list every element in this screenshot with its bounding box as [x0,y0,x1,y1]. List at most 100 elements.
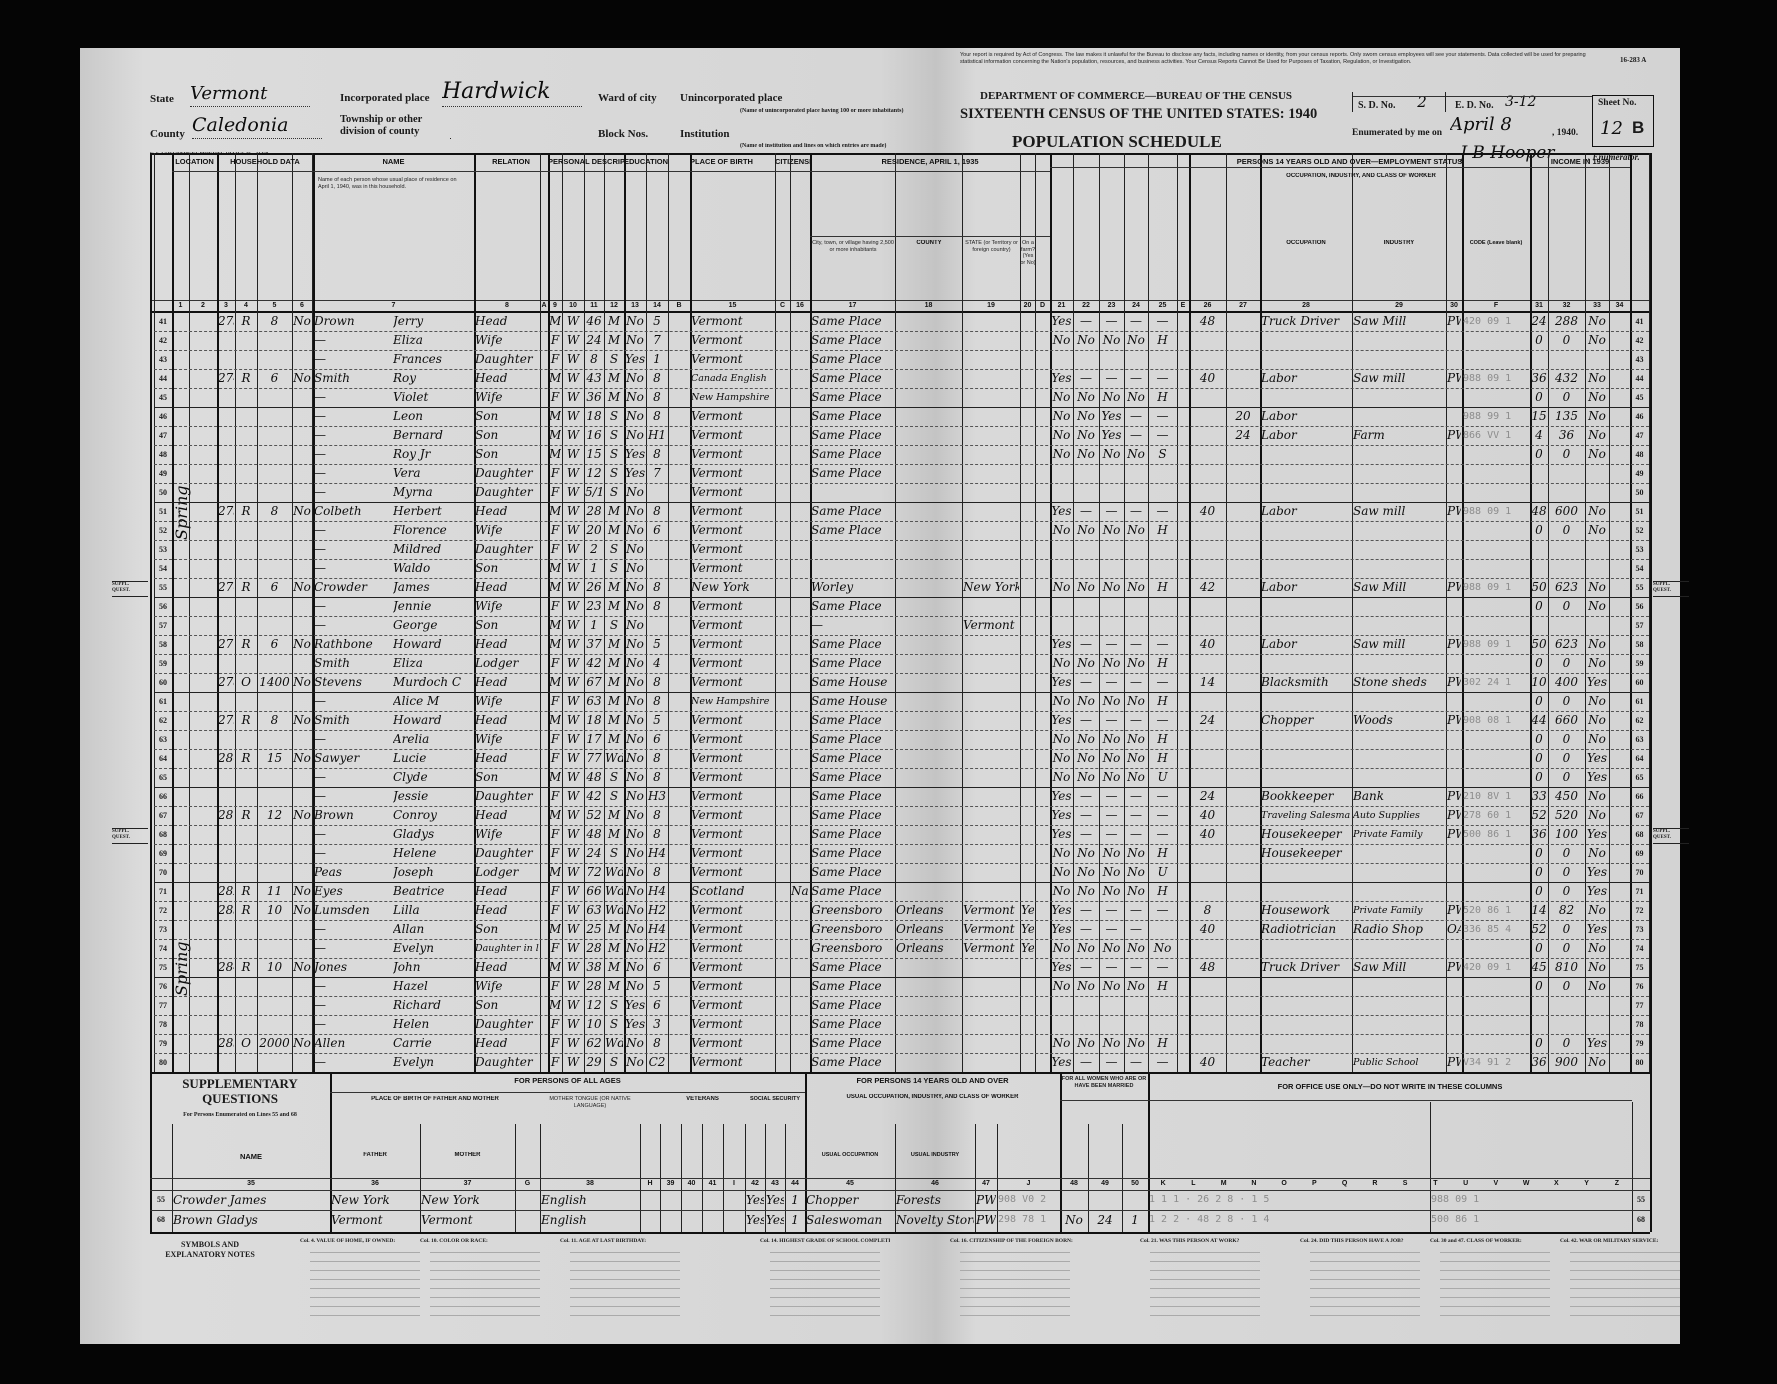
cell-class: PW [1447,1055,1461,1069]
row-divider [154,331,1649,333]
cell-race: W [566,884,580,898]
supplement-cell-ss2: Yes [766,1193,784,1207]
line-number: 73 [1635,925,1644,934]
cell-sex: M [549,865,561,879]
cell-seeking: No [1102,580,1121,594]
grid-line [1352,92,1353,112]
supplement-column-number: H [647,1180,653,1187]
cell-at-work: No [1052,732,1071,746]
cell-weeks: 0 [1535,865,1543,879]
cell-seeking: No [1102,390,1121,404]
supplement-cell-office-u: 988 09 1 [1431,1194,1480,1205]
cell-activity: H [1157,846,1168,860]
cell-income: 0 [1562,751,1571,765]
cell-res-place: Same Place [811,979,882,993]
cell-code: 988 09 1 [1463,582,1512,593]
cell-line: 78 [159,1020,167,1029]
note-heading: Col. 30 and 47. CLASS OF WORKER: [1430,1238,1522,1244]
cell-surname: Brown [314,808,354,822]
line-number: 75 [1635,963,1644,972]
line-number: 63 [1635,735,1644,744]
cell-school: No [626,732,644,746]
note-line [1570,1297,1680,1298]
line-number: 71 [1635,887,1644,896]
cell-industry: Bank [1353,789,1384,803]
cell-other-income: No [1588,314,1606,328]
cell-at-work: Yes [1051,314,1072,328]
cell-marital: S [609,770,619,784]
grid-line [150,1178,1650,1179]
cell-activity: H [1157,884,1168,898]
row-divider [154,445,1649,447]
row-divider [154,958,1649,960]
cell-res-place: Same Place [811,504,882,518]
cell-hours: 48 [1199,960,1216,974]
cell-age: 42 [586,789,602,803]
cell-emerg: — [1080,675,1092,689]
cell-emerg: — [1080,713,1092,727]
cell-relation: Head [475,884,508,898]
cell-income: 450 [1555,789,1578,803]
cell-marital: M [607,333,621,347]
cell-other-income: No [1588,846,1606,860]
grid-line [257,153,258,1072]
grid-line [1530,153,1532,1072]
cell-marital: S [609,485,619,499]
cell-has-job: — [1130,903,1142,917]
cell-relation: Son [475,561,499,575]
cell-emerg: No [1077,732,1095,746]
supplement-cell-code: 908 V0 2 [998,1194,1047,1205]
cell-sex: F [550,1036,560,1050]
cell-sex: F [550,1017,560,1031]
cell-surname: — [314,941,326,955]
cell-occupation: Labor [1261,371,1297,385]
note-line [310,1261,420,1262]
cell-class: PW [1447,637,1461,651]
supplement-column-number: P [1312,1180,1317,1187]
township-label: Township or other division of county [340,114,423,137]
cell-other-income: No [1588,428,1606,442]
cell-race: W [566,960,580,974]
note-line [430,1252,540,1253]
cell-activity: — [1156,409,1169,423]
cell-occupation: Labor [1261,580,1297,594]
cell-grade: 6 [653,523,661,537]
cell-other-income: No [1588,447,1606,461]
cell-res-place: Same Place [811,846,882,860]
column-number: 4 [244,302,248,309]
ward-label: Ward of city [598,92,657,104]
cell-marital: S [609,409,619,423]
row-divider [154,654,1649,656]
grid-line [150,311,1650,313]
cell-weeks: 10 [1531,675,1547,689]
cell-birthplace: Vermont [691,941,743,955]
cell-birthplace: Scotland [691,884,745,898]
cell-home: O [241,675,251,689]
row-divider [154,502,1649,503]
cell-income: 100 [1555,827,1578,841]
cell-res-state: Vermont [963,903,1015,917]
supplement-cell-father: Vermont [331,1213,383,1227]
column-number: 20 [1023,302,1032,309]
cell-at-work: Yes [1051,960,1072,974]
cell-age: 8 [590,352,598,366]
cell-birthplace: Vermont [691,485,743,499]
cell-weeks: 4 [1535,428,1543,442]
cell-weeks-unemp: 20 [1235,409,1251,423]
cell-res-place: Same Place [811,656,882,670]
cell-res-place: Same Place [811,637,882,651]
cell-emerg: — [1080,903,1092,917]
cell-birthplace: Vermont [691,409,743,423]
cell-home: R [241,751,251,765]
cell-industry: Saw Mill [1353,960,1407,974]
cell-res-place: Worley [811,580,854,594]
cell-sex: F [550,523,560,537]
cell-surname: — [314,789,326,803]
cell-value: 11 [266,884,283,898]
supplement-ss-header: SOCIAL SECURITY [749,1096,800,1102]
grid-line [330,1092,805,1093]
line-number: 49 [1635,469,1644,478]
cell-income: 0 [1562,390,1571,404]
subheader-res-county: COUNTY [916,240,942,246]
cell-birthplace: Vermont [691,637,743,651]
